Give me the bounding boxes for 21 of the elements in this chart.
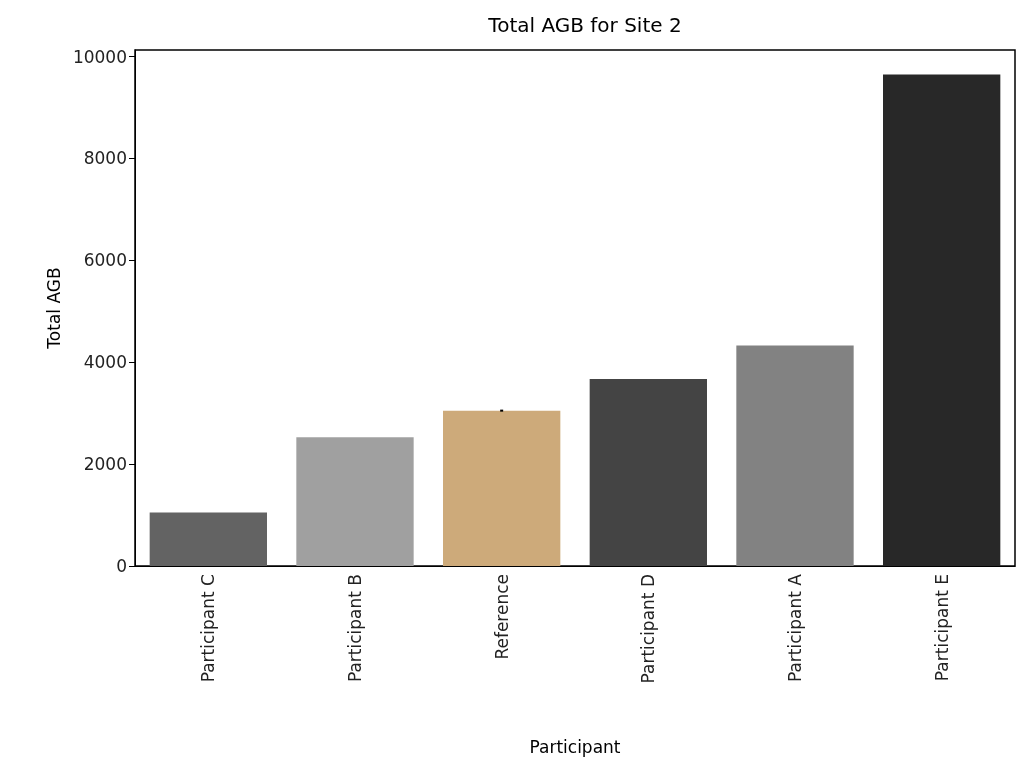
bar [589, 379, 707, 566]
y-tick-label: 6000 [83, 250, 127, 271]
y-tick-label: 2000 [83, 454, 127, 475]
bar [443, 410, 561, 566]
x-tick-label: Participant E [931, 574, 952, 682]
x-tick-label: Participant B [345, 574, 365, 683]
bar [883, 74, 1001, 566]
y-tick-label: 10000 [72, 46, 127, 67]
y-axis-title: Total AGB [43, 267, 64, 350]
chart-title: Total AGB for Site 2 [487, 13, 682, 37]
x-tick-label: Participant D [638, 574, 659, 684]
y-tick-label: 0 [116, 556, 127, 576]
y-tick-label: 4000 [83, 352, 127, 373]
x-tick-label: Participant A [785, 573, 805, 683]
x-tick-label: Reference [491, 574, 512, 660]
bar [149, 512, 267, 566]
y-tick-label: 8000 [83, 148, 127, 169]
bar [736, 345, 854, 566]
bar [296, 437, 414, 566]
x-tick-label: Participant C [198, 574, 219, 683]
x-axis-title: Participant [529, 736, 621, 757]
